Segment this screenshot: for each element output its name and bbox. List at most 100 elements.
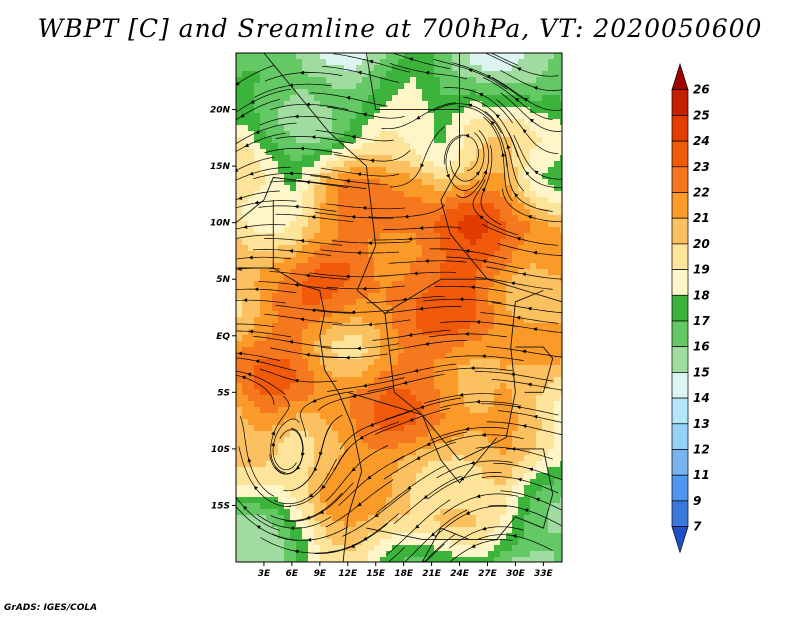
wbpt-cell — [260, 311, 267, 318]
wbpt-cell — [236, 245, 243, 252]
wbpt-cell — [548, 551, 555, 558]
wbpt-cell — [236, 491, 243, 498]
wbpt-cell — [518, 557, 525, 562]
wbpt-cell — [242, 407, 249, 414]
wbpt-cell — [242, 455, 249, 462]
wbpt-cell — [536, 71, 543, 78]
wbpt-cell — [476, 557, 483, 562]
wbpt-cell — [308, 521, 315, 528]
wbpt-cell — [332, 347, 339, 354]
wbpt-cell — [272, 437, 279, 444]
wbpt-cell — [404, 557, 411, 562]
wbpt-cell — [416, 143, 423, 150]
wbpt-cell — [452, 161, 459, 168]
wbpt-cell — [296, 71, 303, 78]
wbpt-cell — [440, 317, 447, 324]
wbpt-cell — [506, 77, 513, 84]
wbpt-cell — [392, 269, 399, 276]
wbpt-cell — [452, 509, 459, 516]
wbpt-cell — [470, 551, 477, 558]
wbpt-cell — [482, 293, 489, 300]
wbpt-cell — [416, 101, 423, 108]
wbpt-cell — [530, 251, 537, 258]
wbpt-cell — [560, 155, 562, 162]
wbpt-cell — [500, 173, 507, 180]
wbpt-cell — [344, 83, 351, 90]
wbpt-cell — [320, 269, 327, 276]
wbpt-cell — [278, 65, 285, 72]
wbpt-cell — [356, 491, 363, 498]
wbpt-cell — [350, 515, 357, 522]
wbpt-cell — [314, 389, 321, 396]
wbpt-cell — [560, 209, 562, 216]
wbpt-cell — [410, 353, 417, 360]
wbpt-cell — [248, 461, 255, 468]
wbpt-cell — [452, 425, 459, 432]
wbpt-cell — [320, 431, 327, 438]
wbpt-cell — [236, 353, 243, 360]
wbpt-cell — [332, 113, 339, 120]
wbpt-cell — [554, 497, 561, 504]
wbpt-cell — [512, 149, 519, 156]
wbpt-cell — [362, 71, 369, 78]
wbpt-cell — [524, 413, 531, 420]
wbpt-cell — [362, 257, 369, 264]
wbpt-cell — [476, 461, 483, 468]
wbpt-cell — [386, 527, 393, 534]
wbpt-cell — [422, 425, 429, 432]
wbpt-cell — [560, 65, 562, 72]
wbpt-cell — [536, 395, 543, 402]
wbpt-cell — [278, 161, 285, 168]
wbpt-cell — [338, 305, 345, 312]
wbpt-cell — [290, 419, 297, 426]
wbpt-cell — [434, 479, 441, 486]
wbpt-cell — [554, 401, 561, 408]
wbpt-cell — [326, 467, 333, 474]
wbpt-cell — [386, 269, 393, 276]
wbpt-cell — [506, 155, 513, 162]
wbpt-cell — [314, 377, 321, 384]
wbpt-cell — [560, 353, 562, 360]
wbpt-cell — [434, 455, 441, 462]
wbpt-cell — [356, 173, 363, 180]
wbpt-cell — [296, 191, 303, 198]
wbpt-cell — [320, 401, 327, 408]
wbpt-cell — [332, 353, 339, 360]
wbpt-cell — [482, 173, 489, 180]
wbpt-cell — [338, 401, 345, 408]
wbpt-cell — [452, 551, 459, 558]
wbpt-cell — [452, 323, 459, 330]
wbpt-cell — [494, 59, 501, 66]
wbpt-cell — [512, 341, 519, 348]
wbpt-cell — [494, 425, 501, 432]
wbpt-cell — [452, 293, 459, 300]
wbpt-cell — [410, 227, 417, 234]
wbpt-cell — [560, 467, 562, 474]
wbpt-cell — [386, 209, 393, 216]
wbpt-cell — [236, 113, 243, 120]
wbpt-cell — [278, 545, 285, 552]
wbpt-cell — [464, 509, 471, 516]
wbpt-cell — [302, 251, 309, 258]
wbpt-cell — [344, 299, 351, 306]
wbpt-cell — [392, 401, 399, 408]
wbpt-cell — [272, 305, 279, 312]
wbpt-cell — [374, 263, 381, 270]
wbpt-cell — [458, 191, 465, 198]
wbpt-cell — [434, 239, 441, 246]
wbpt-cell — [440, 479, 447, 486]
wbpt-cell — [266, 521, 273, 528]
wbpt-cell — [296, 287, 303, 294]
streamline-arrow — [312, 398, 317, 403]
wbpt-cell — [272, 395, 279, 402]
wbpt-cell — [536, 341, 543, 348]
wbpt-cell — [362, 449, 369, 456]
wbpt-cell — [434, 509, 441, 516]
wbpt-cell — [344, 317, 351, 324]
wbpt-cell — [554, 269, 561, 276]
wbpt-cell — [350, 365, 357, 372]
streamline-arrow — [288, 248, 293, 253]
wbpt-cell — [470, 359, 477, 366]
wbpt-cell — [404, 179, 411, 186]
wbpt-cell — [278, 527, 285, 534]
